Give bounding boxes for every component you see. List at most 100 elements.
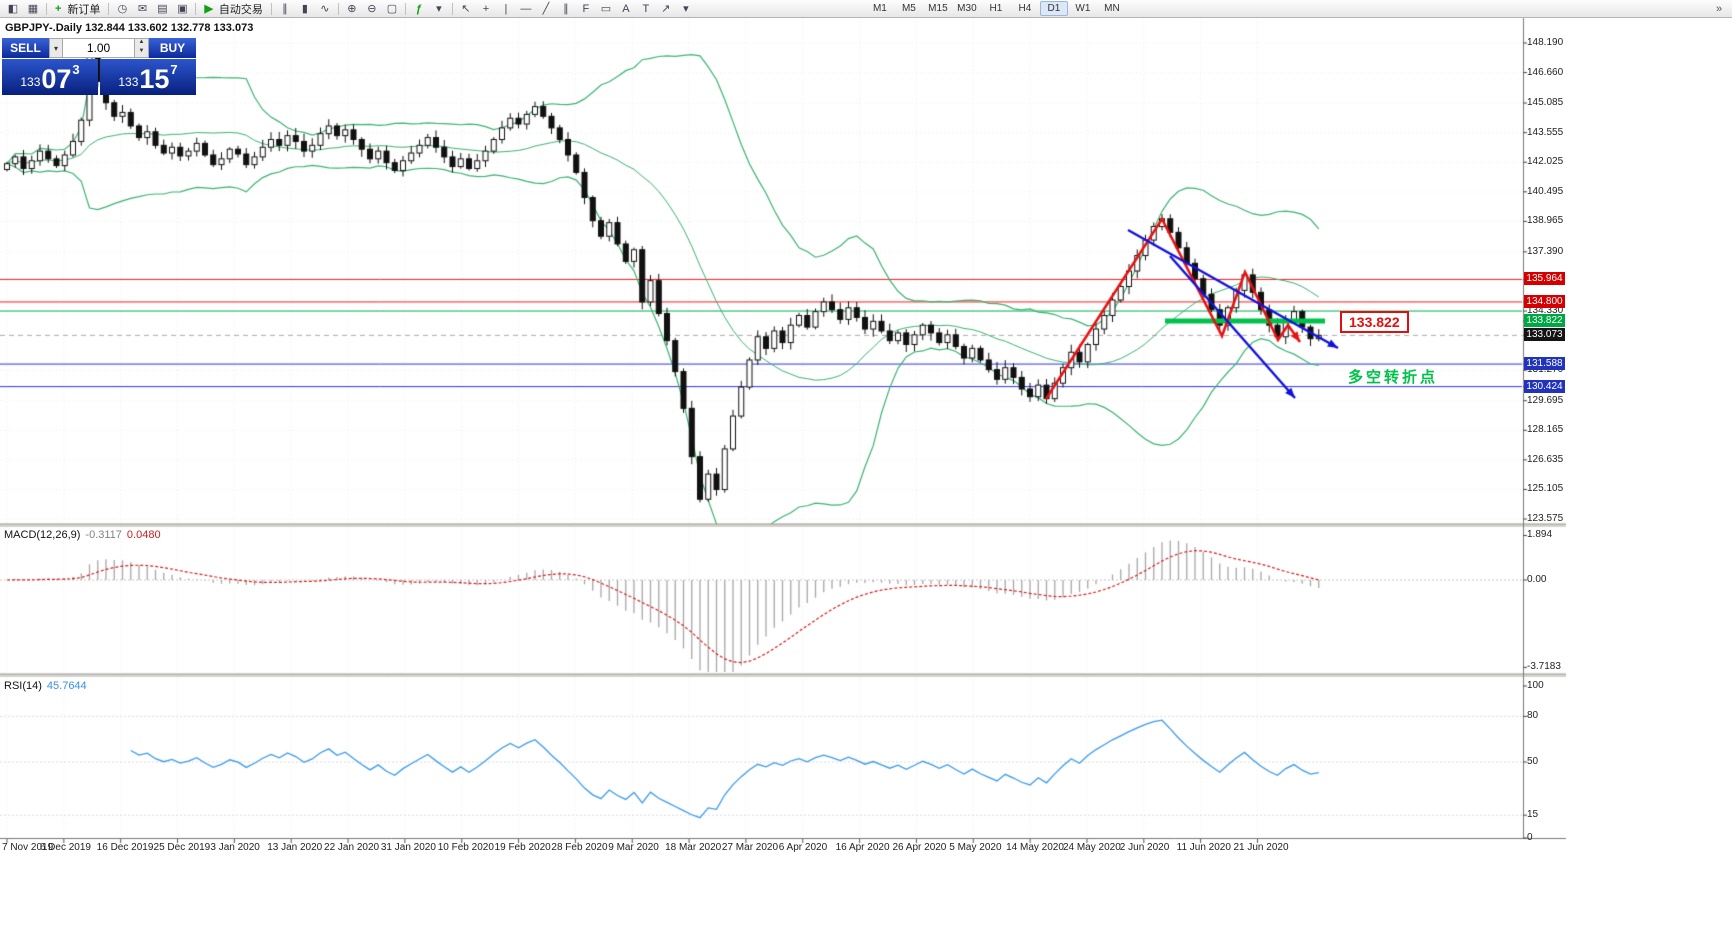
rsi-axis-label: 15 — [1527, 809, 1539, 821]
date-label: 7 Nov 2019 — [2, 842, 54, 853]
spinner-up-icon[interactable]: ▲ — [135, 39, 148, 48]
label-icon[interactable]: T — [636, 1, 656, 16]
date-label: 14 May 2020 — [1006, 842, 1064, 853]
label-icon-glyph: T — [642, 2, 650, 15]
mobile-app-icon[interactable]: ▣ — [172, 1, 192, 16]
timeframe-button-d1[interactable]: D1 — [1039, 1, 1068, 16]
arrows-tool-icon[interactable]: ↗ — [656, 1, 676, 16]
price-label: 138.965 — [1527, 215, 1564, 227]
price-label: 128.165 — [1527, 424, 1564, 436]
vertical-line-icon[interactable]: | — [496, 1, 516, 16]
macd-axis-label: 0.00 — [1527, 574, 1547, 585]
arrows-dropdown-icon-glyph: ▾ — [683, 3, 689, 15]
channel-icon[interactable]: ∥ — [556, 1, 576, 16]
market-depth-icon[interactable]: ▤ — [152, 1, 172, 16]
timeframe-button-mn[interactable]: MN — [1104, 3, 1120, 14]
ask-prefix: 133 — [118, 75, 139, 89]
volume-spinner[interactable]: ▲ ▼ — [135, 38, 149, 58]
buy-button[interactable]: BUY — [149, 38, 196, 58]
price-label: 137.390 — [1527, 245, 1564, 257]
timeframe-button-h1[interactable]: H1 — [989, 3, 1003, 14]
line-chart-icon[interactable]: ∿ — [315, 1, 335, 16]
date-label: 27 Mar 2020 — [721, 842, 779, 853]
rsi-axis-label: 80 — [1527, 710, 1539, 722]
new-order-glyph: + — [55, 2, 62, 15]
toolbar-separator — [195, 2, 197, 15]
timeframe-button-m1[interactable]: M1 — [872, 3, 887, 14]
bid-prefix: 133 — [20, 75, 41, 89]
mail-icon[interactable]: ✉ — [132, 1, 152, 16]
bid-price-button[interactable]: 133 07 3 — [2, 59, 98, 95]
main-toolbar: ◧ ▦ + 新订单 ◷ ✉ ▤ ▣ ▶ 自动交易 ∥ ▮ ∿ ⊕ ⊖ ▢ ƒ ▾ ↖ + | ― ╱ ∥ F ▭ A T ↗ ▾ M1 M5… — [0, 0, 1732, 18]
date-label: 2 Jun 2020 — [1119, 842, 1170, 853]
chart-profiles-icon-glyph: ▦ — [27, 3, 39, 15]
rsi-axis-label: 100 — [1527, 680, 1544, 691]
arrows-tool-icon-glyph: ↗ — [661, 3, 671, 15]
indicators-dropdown-icon-glyph: ▾ — [436, 3, 442, 15]
macd-indicator-label: MACD(12,26,9) -0.3117 0.0480 — [4, 529, 161, 541]
indicators-icon[interactable]: ƒ — [409, 1, 429, 16]
timeframe-button-m15[interactable]: M15 — [928, 3, 948, 14]
mail-icon-glyph: ✉ — [137, 3, 148, 15]
price-tag: 133.073 — [1524, 328, 1565, 342]
zoom-in-icon-glyph: ⊕ — [347, 3, 357, 15]
price-label: 134.330 — [1527, 305, 1564, 317]
toolbar-separator — [404, 2, 406, 15]
fibonacci-icon[interactable]: F — [576, 1, 596, 16]
spinner-down-icon[interactable]: ▼ — [135, 48, 148, 57]
timeframe-button-h4[interactable]: H4 — [1018, 3, 1032, 14]
new-chart-icon[interactable]: ◧ — [3, 1, 23, 16]
timeframe-button-m5[interactable]: M5 — [901, 3, 916, 14]
date-label: 24 May 2020 — [1062, 842, 1121, 853]
new-order-button-label: 新订单 — [67, 3, 101, 16]
zoom-in-icon[interactable]: ⊕ — [342, 1, 362, 16]
text-icon[interactable]: A — [616, 1, 636, 16]
alerts-icon[interactable]: ◷ — [112, 1, 132, 16]
ask-big-digits: 15 — [139, 64, 170, 94]
zoom-out-icon-glyph: ⊖ — [367, 3, 377, 15]
volume-input[interactable] — [63, 38, 135, 58]
candles-chart-icon[interactable]: ▮ — [295, 1, 315, 16]
market-depth-icon-glyph: ▤ — [157, 3, 168, 15]
macd-axis-label: -3.7183 — [1527, 661, 1561, 673]
rsi-axis-label: 50 — [1527, 756, 1539, 767]
price-label: 140.495 — [1527, 185, 1564, 197]
cursor-icon[interactable]: ↖ — [456, 1, 476, 16]
toolbar-overflow-icon[interactable]: » — [1715, 2, 1723, 15]
support-price-label[interactable]: 133.822 — [1340, 311, 1409, 333]
price-label: 143.555 — [1527, 126, 1564, 138]
zoom-out-icon[interactable]: ⊖ — [362, 1, 382, 16]
volume-dropdown-icon[interactable]: ▾ — [49, 38, 63, 58]
channel-icon-glyph: ∥ — [563, 3, 569, 15]
tile-windows-icon[interactable]: ▢ — [382, 1, 402, 16]
bars-chart-icon[interactable]: ∥ — [275, 1, 295, 16]
autotrade-button[interactable]: ▶ 自动交易 — [199, 1, 267, 16]
horizontal-line-icon[interactable]: ― — [516, 1, 536, 16]
shapes-icon[interactable]: ▭ — [596, 1, 616, 16]
date-label: 3 Jan 2020 — [210, 842, 260, 853]
toolbar-icons: ◧ ▦ + 新订单 ◷ ✉ ▤ ▣ ▶ 自动交易 ∥ ▮ ∿ ⊕ ⊖ ▢ ƒ ▾ ↖ + | ― ╱ ∥ F ▭ A T ↗ ▾ — [3, 1, 696, 16]
chart-profiles-icon[interactable]: ▦ — [23, 1, 43, 16]
alerts-icon-glyph: ◷ — [117, 3, 128, 15]
new-order-button[interactable]: + 新订单 — [50, 1, 105, 16]
indicators-dropdown-icon[interactable]: ▾ — [429, 1, 449, 16]
toolbar-separator — [108, 2, 110, 15]
arrows-dropdown-icon[interactable]: ▾ — [676, 1, 696, 16]
timeframe-button-w1[interactable]: W1 — [1075, 3, 1091, 14]
trendline-icon[interactable]: ╱ — [536, 1, 556, 16]
timeframe-button-m30[interactable]: M30 — [957, 3, 977, 14]
turning-point-note[interactable]: 多空转折点 — [1348, 369, 1439, 386]
date-label: 6 Dec 2019 — [39, 842, 91, 853]
shapes-icon-glyph: ▭ — [600, 3, 612, 15]
mobile-app-icon-glyph: ▣ — [177, 3, 188, 15]
autotrade-button-label: 自动交易 — [218, 3, 263, 16]
crosshair-icon[interactable]: + — [476, 1, 496, 16]
date-label: 31 Jan 2020 — [380, 842, 436, 853]
date-label: 19 Feb 2020 — [494, 842, 551, 853]
sell-button[interactable]: SELL — [2, 38, 49, 58]
price-tag: 133.822 — [1524, 313, 1565, 327]
date-label: 6 Apr 2020 — [778, 842, 828, 853]
price-tag: 131.588 — [1524, 357, 1565, 371]
ask-price-button[interactable]: 133 15 7 — [100, 59, 196, 95]
